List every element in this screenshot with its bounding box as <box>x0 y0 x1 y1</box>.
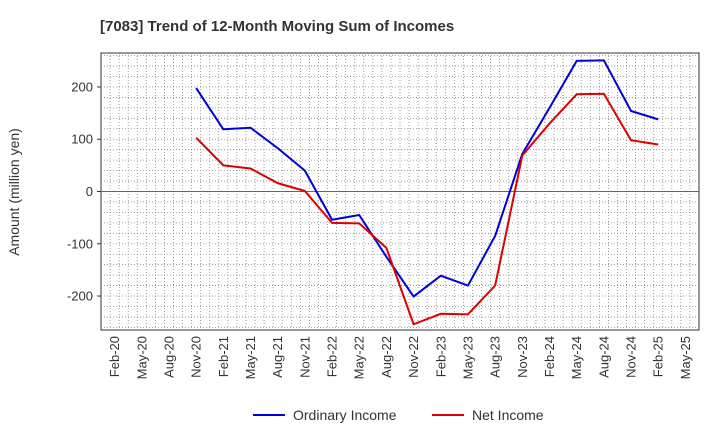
x-tick-label: Feb-25 <box>651 336 666 377</box>
x-tick-label: Feb-24 <box>542 336 557 377</box>
x-tick-label: Nov-20 <box>189 336 204 378</box>
x-tick-label: Feb-21 <box>216 336 231 377</box>
x-tick-label: May-21 <box>243 336 258 379</box>
x-tick-label: May-22 <box>352 336 367 379</box>
y-tick-label: 200 <box>71 79 93 94</box>
x-tick-label: Feb-20 <box>107 336 122 377</box>
x-tick-label: Feb-23 <box>433 336 448 377</box>
series-lines <box>195 59 659 326</box>
y-tick-labels: -200 -100 0 100 200 <box>67 79 101 304</box>
y-axis-label: Amount (million yen) <box>6 128 22 256</box>
legend: Ordinary Income Net Income <box>253 407 544 423</box>
x-tick-labels: Feb-20 May-20 Aug-20 Nov-20 Feb-21 May-21 Aug-… <box>107 336 693 379</box>
x-tick-label: Nov-22 <box>406 336 421 378</box>
x-tick-label: May-20 <box>134 336 149 379</box>
legend-entry: Ordinary Income <box>293 407 397 423</box>
series-line-net-income <box>195 92 659 326</box>
x-tick-label: May-24 <box>569 336 584 379</box>
y-tick-label: 0 <box>86 184 93 199</box>
x-tick-label: Nov-23 <box>515 336 530 378</box>
series-line-ordinary-income <box>195 59 659 298</box>
x-tick-label: Aug-20 <box>161 336 176 378</box>
x-tick-label: Aug-23 <box>488 336 503 378</box>
y-tick-label: -100 <box>67 236 93 251</box>
x-tick-label: Nov-21 <box>297 336 312 378</box>
chart-title: [7083] Trend of 12-Month Moving Sum of I… <box>100 18 454 35</box>
x-tick-label: Feb-22 <box>325 336 340 377</box>
legend-entry: Net Income <box>472 407 544 423</box>
y-tick-label: -200 <box>67 289 93 304</box>
x-tick-label: May-23 <box>460 336 475 379</box>
x-tick-label: May-25 <box>678 336 693 379</box>
x-tick-label: Aug-24 <box>596 336 611 378</box>
x-tick-label: Aug-21 <box>270 336 285 378</box>
x-tick-label: Aug-22 <box>379 336 394 378</box>
grid <box>101 53 699 330</box>
y-tick-label: 100 <box>71 132 93 147</box>
x-tick-label: Nov-24 <box>624 336 639 378</box>
